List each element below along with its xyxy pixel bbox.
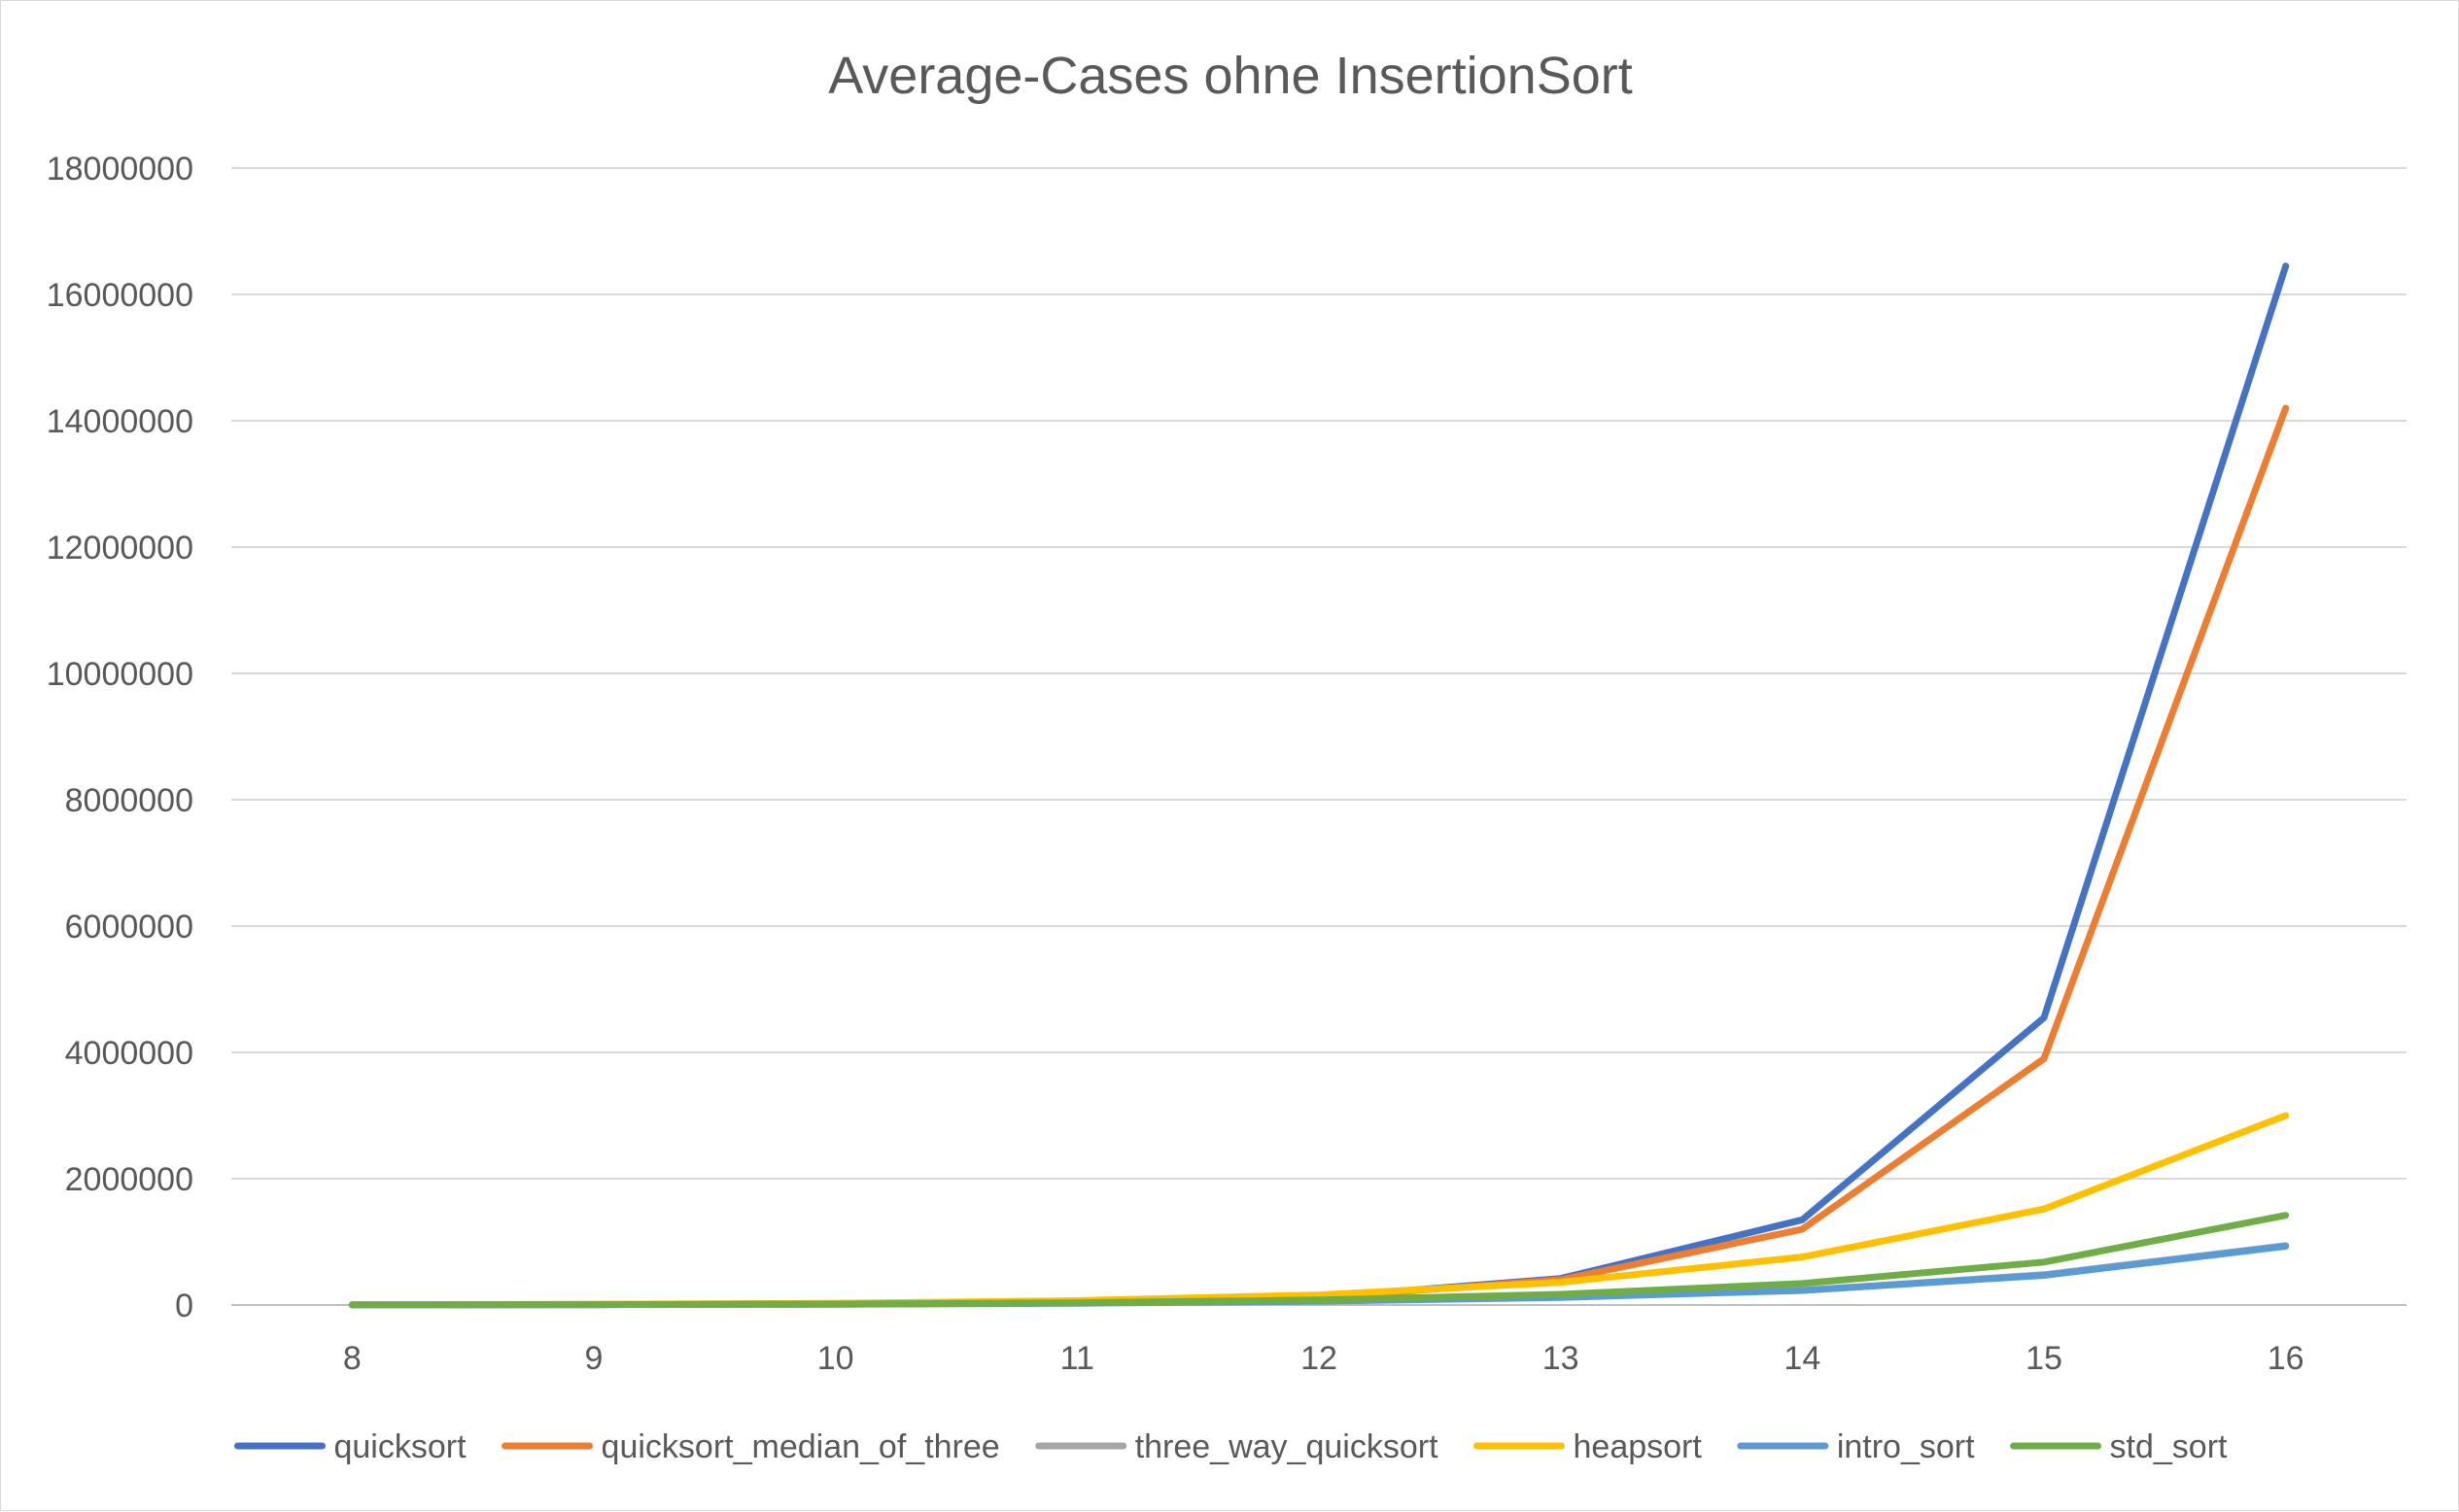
legend-label: quicksort: [333, 1428, 467, 1465]
legend-item-quicksort: quicksort: [233, 1428, 467, 1465]
series-line-quicksort-median-of-three: [348, 404, 2290, 1309]
series-line-quicksort: [348, 262, 2290, 1309]
x-tick-label: 11: [1060, 1340, 1094, 1377]
x-tick-label: 14: [1784, 1340, 1820, 1377]
series-line-std-sort: [348, 1212, 2290, 1309]
y-tick-label: 6000000: [65, 909, 193, 945]
y-tick-label: 18000000: [47, 151, 193, 188]
x-tick-label: 8: [343, 1340, 362, 1377]
x-tick-label: 15: [2026, 1340, 2062, 1377]
y-tick-label: 8000000: [65, 782, 193, 819]
x-tick-label: 16: [2268, 1340, 2304, 1377]
legend-label: three_way_quicksort: [1135, 1428, 1438, 1465]
y-tick-label: 12000000: [47, 530, 193, 567]
y-tick-label: 0: [175, 1288, 193, 1324]
x-tick-label: 13: [1542, 1340, 1579, 1377]
legend-item-std-sort: std_sort: [2010, 1428, 2228, 1465]
legend-item-intro-sort: intro_sort: [1737, 1428, 1975, 1465]
legend-label: intro_sort: [1837, 1428, 1975, 1465]
y-tick-label: 4000000: [65, 1035, 193, 1072]
y-tick-label: 2000000: [65, 1161, 193, 1198]
y-tick-label: 10000000: [47, 656, 193, 693]
legend-label: quicksort_median_of_three: [602, 1428, 1000, 1465]
x-tick-label: 9: [585, 1340, 604, 1377]
legend-item-quicksort-median-of-three: quicksort_median_of_three: [502, 1428, 1000, 1465]
y-tick-label: 16000000: [47, 277, 193, 314]
x-tick-label: 10: [817, 1340, 854, 1377]
legend-item-three-way-quicksort: three_way_quicksort: [1035, 1428, 1438, 1465]
chart-title: Average-Cases ohne InsertionSort: [828, 47, 1632, 105]
legend-label: heapsort: [1574, 1428, 1703, 1465]
legend-label: std_sort: [2110, 1428, 2228, 1465]
legend-item-heapsort: heapsort: [1473, 1428, 1703, 1465]
x-tick-label: 12: [1300, 1340, 1337, 1377]
y-tick-label: 14000000: [47, 403, 193, 440]
